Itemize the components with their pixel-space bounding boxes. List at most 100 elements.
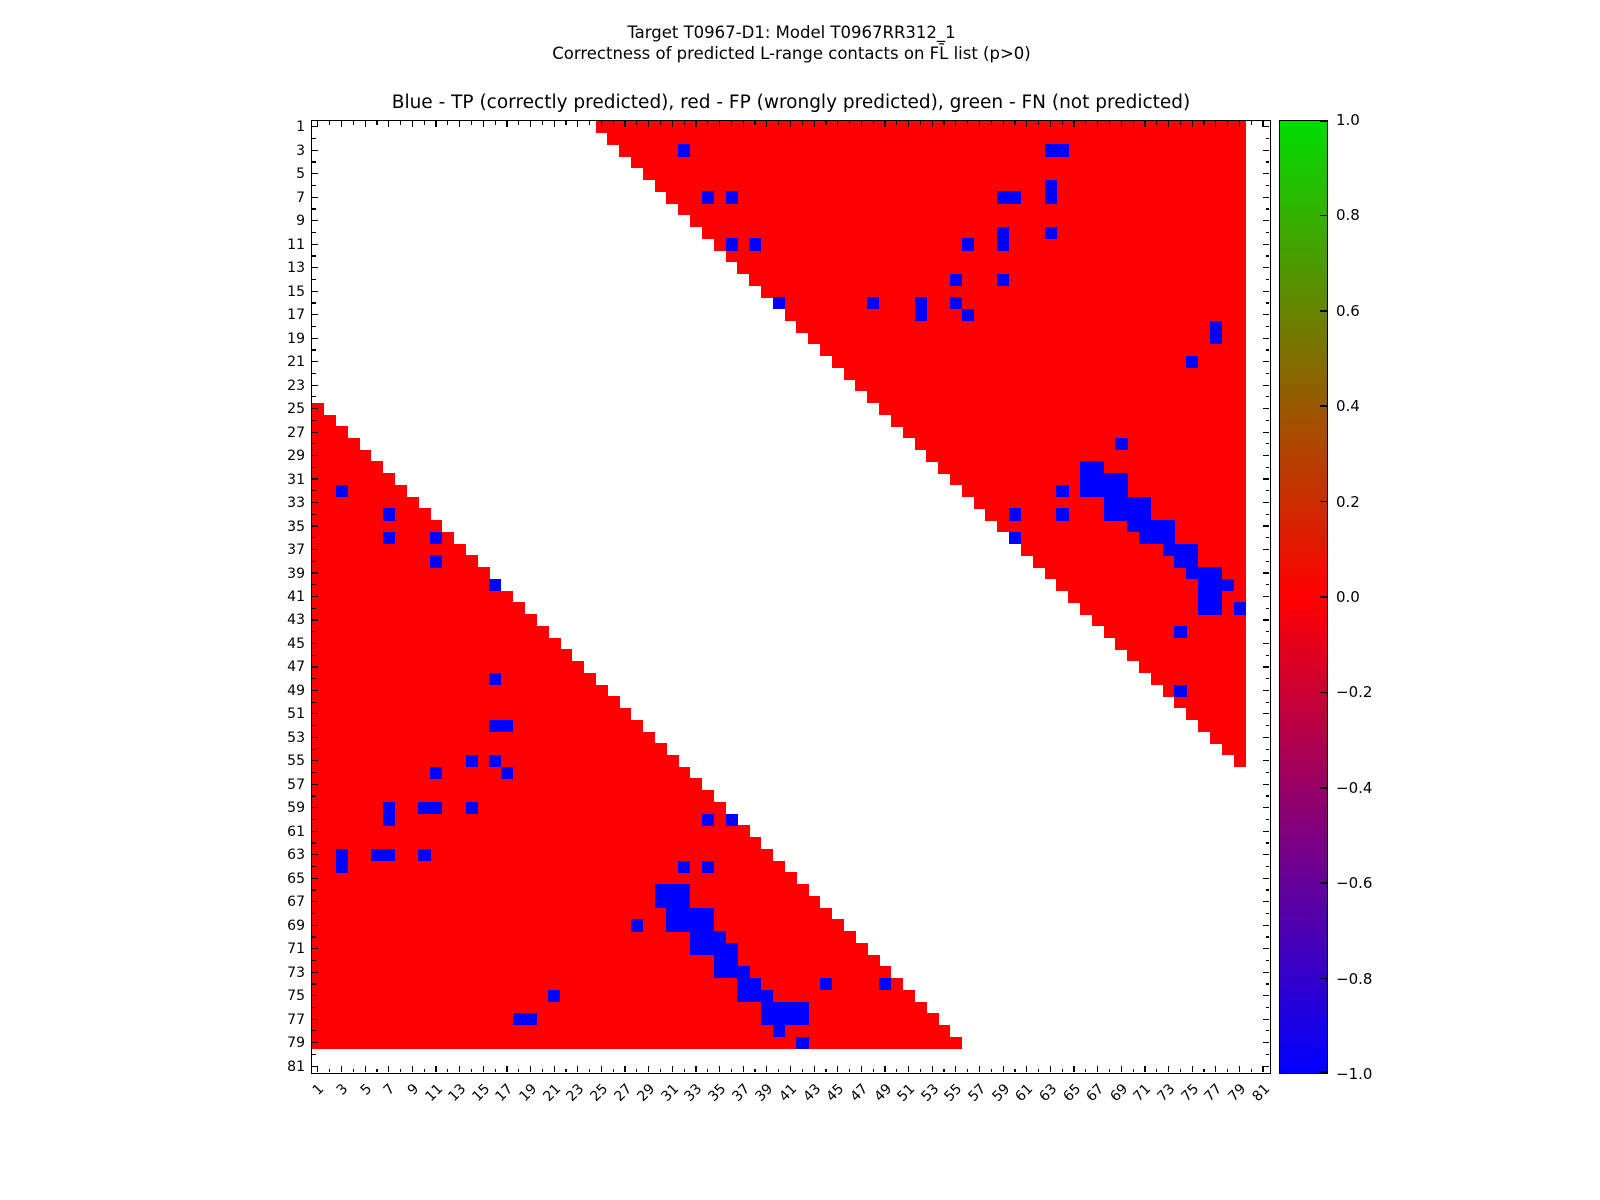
y-tick-label: 29 xyxy=(287,448,305,465)
fp-region-row xyxy=(312,661,585,674)
axis-tick xyxy=(1097,121,1099,127)
axis-tick xyxy=(518,1068,520,1072)
axis-tick xyxy=(312,654,316,656)
tp-cell xyxy=(713,931,726,944)
axis-tick xyxy=(1265,983,1269,985)
axis-tick xyxy=(577,121,579,127)
axis-tick xyxy=(317,121,319,127)
fp-region-row xyxy=(312,625,549,638)
axis-tick xyxy=(990,1068,992,1072)
axis-tick xyxy=(312,455,318,457)
y-tick-label: 11 xyxy=(287,236,305,253)
axis-tick xyxy=(312,372,316,374)
axis-tick xyxy=(1038,1068,1040,1072)
fp-region-row xyxy=(690,214,1246,228)
tp-cell xyxy=(1103,473,1116,486)
tp-cell xyxy=(867,297,880,310)
axis-tick xyxy=(1179,1068,1181,1072)
axis-tick xyxy=(589,121,591,125)
tp-cell xyxy=(678,895,691,909)
axis-tick xyxy=(1265,631,1269,633)
axis-tick xyxy=(1263,173,1269,175)
axis-tick xyxy=(589,1068,591,1072)
axis-tick xyxy=(529,121,532,127)
axis-tick xyxy=(1263,783,1269,785)
tp-cell xyxy=(1186,555,1199,568)
y-tick-label: 5 xyxy=(296,166,305,183)
axis-tick xyxy=(1265,466,1269,468)
y-tick-label: 51 xyxy=(287,706,305,723)
axis-tick xyxy=(778,121,780,125)
axis-tick xyxy=(312,173,318,175)
y-tick-label: 43 xyxy=(287,612,305,629)
axis-tick xyxy=(990,121,992,125)
axis-tick xyxy=(1263,384,1269,386)
axis-tick xyxy=(312,971,318,973)
axis-tick xyxy=(754,1068,756,1072)
tp-cell xyxy=(950,273,963,286)
tp-cell xyxy=(654,884,667,897)
axis-tick xyxy=(1265,513,1269,515)
y-tick-label: 21 xyxy=(287,354,305,371)
axis-tick xyxy=(1238,1066,1241,1072)
axis-tick xyxy=(506,1066,508,1072)
fp-region-row xyxy=(312,473,396,486)
fp-region-row xyxy=(595,121,1246,134)
fp-region-row xyxy=(678,203,1246,216)
axis-tick xyxy=(1179,121,1181,125)
axis-tick xyxy=(312,830,318,832)
axis-tick xyxy=(908,121,910,127)
colorbar-tick xyxy=(1320,691,1328,694)
axis-tick xyxy=(1265,1006,1269,1008)
axis-tick xyxy=(1227,121,1229,125)
axis-tick xyxy=(494,1068,496,1072)
tp-cell xyxy=(690,919,703,932)
tp-cell xyxy=(548,989,561,1002)
axis-tick xyxy=(789,121,792,127)
y-tick-label: 7 xyxy=(296,189,305,206)
fp-region-row xyxy=(312,708,632,721)
axis-tick xyxy=(312,349,316,351)
axis-tick xyxy=(312,948,318,950)
axis-tick xyxy=(1263,337,1269,339)
fp-region-row xyxy=(1198,719,1246,732)
y-tick-label: 81 xyxy=(287,1058,305,1075)
y-tick-label: 47 xyxy=(287,659,305,676)
axis-tick xyxy=(825,1068,827,1072)
tp-cell xyxy=(997,226,1010,239)
axis-tick xyxy=(624,121,626,127)
axis-tick xyxy=(312,302,316,304)
tp-cell xyxy=(524,1013,537,1026)
tp-cell xyxy=(772,1025,785,1038)
axis-tick xyxy=(470,1068,473,1072)
fp-region-row xyxy=(312,719,644,732)
axis-tick xyxy=(1265,607,1269,609)
tp-cell xyxy=(796,1013,809,1026)
fp-region-row xyxy=(713,238,1246,251)
axis-tick xyxy=(1265,725,1269,727)
fp-region-row xyxy=(1009,531,1246,545)
fp-region-row xyxy=(914,438,1246,451)
colorbar-tick-label: −0.6 xyxy=(1336,874,1373,893)
axis-tick xyxy=(312,314,318,316)
axis-tick xyxy=(612,1068,614,1072)
tp-cell xyxy=(1079,473,1093,486)
axis-tick xyxy=(541,1068,543,1072)
axis-tick xyxy=(1265,161,1269,163)
tp-cell xyxy=(430,531,443,545)
axis-tick xyxy=(636,121,638,125)
axis-tick xyxy=(1002,121,1004,127)
tp-cell xyxy=(1209,567,1223,580)
tp-cell xyxy=(1209,332,1223,345)
axis-tick xyxy=(1265,959,1269,962)
tp-cell xyxy=(701,919,715,932)
fp-region-row xyxy=(796,320,1246,333)
axis-tick xyxy=(312,443,316,445)
axis-tick xyxy=(1263,971,1269,973)
fp-region-row xyxy=(312,649,573,662)
axis-tick xyxy=(1263,455,1269,457)
axis-tick xyxy=(312,772,316,774)
axis-tick xyxy=(312,701,316,703)
tp-cell xyxy=(820,978,833,991)
axis-tick xyxy=(364,121,366,127)
